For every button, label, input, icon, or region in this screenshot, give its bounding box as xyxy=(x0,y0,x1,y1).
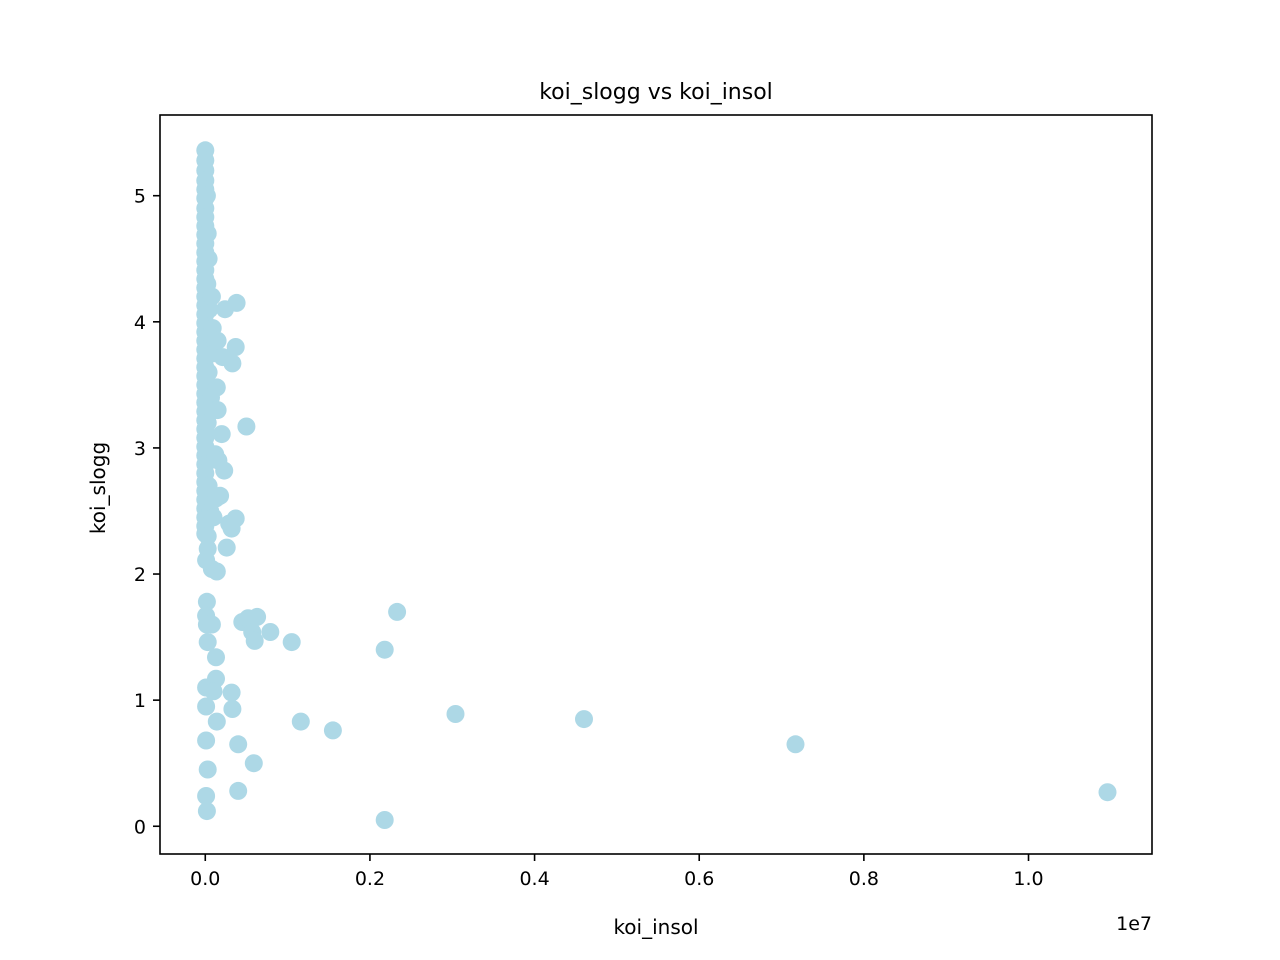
data-point xyxy=(229,781,248,800)
data-point xyxy=(197,802,216,821)
data-point xyxy=(1098,783,1117,802)
data-point xyxy=(375,640,394,659)
chart-title: koi_slogg vs koi_insol xyxy=(539,80,773,105)
data-point xyxy=(197,731,216,750)
data-point xyxy=(207,562,226,581)
x-tick-label: 0.0 xyxy=(190,868,220,890)
data-point xyxy=(207,712,226,731)
data-point xyxy=(199,249,218,268)
data-point xyxy=(446,705,465,723)
y-tick-label: 0 xyxy=(134,816,146,838)
data-point xyxy=(291,712,310,731)
data-point xyxy=(211,486,230,505)
data-point xyxy=(226,338,245,356)
x-axis-offset-text: 1e7 xyxy=(1116,913,1152,935)
data-point xyxy=(229,735,248,754)
data-point xyxy=(223,354,242,373)
data-point xyxy=(227,293,246,312)
data-point xyxy=(212,425,231,444)
data-point xyxy=(204,682,223,701)
data-point xyxy=(198,539,217,558)
data-point xyxy=(248,607,267,626)
x-tick-label: 0.6 xyxy=(684,868,714,890)
data-point xyxy=(207,648,225,667)
data-point xyxy=(244,754,263,773)
data-point xyxy=(198,224,217,243)
data-point xyxy=(237,417,256,436)
data-point xyxy=(197,592,216,611)
y-tick-label: 4 xyxy=(134,312,146,334)
data-points xyxy=(196,141,1117,829)
data-point xyxy=(575,710,593,729)
data-point xyxy=(202,615,221,634)
y-tick-label: 2 xyxy=(134,564,146,586)
plot-frame xyxy=(159,114,1153,855)
data-point xyxy=(375,811,394,829)
x-axis-ticks: 0.0 0.2 0.4 0.6 0.8 1.0 xyxy=(190,854,1044,890)
x-tick-label: 0.2 xyxy=(355,868,385,890)
data-point xyxy=(198,760,217,779)
x-tick-label: 0.4 xyxy=(519,868,549,890)
y-tick-label: 5 xyxy=(134,186,146,208)
data-point xyxy=(208,401,227,420)
data-point xyxy=(198,527,217,546)
y-axis-label: koi_slogg xyxy=(86,442,110,534)
data-point xyxy=(204,508,223,527)
data-point xyxy=(197,697,216,716)
data-point xyxy=(197,186,216,205)
data-point xyxy=(282,633,301,652)
data-point xyxy=(202,287,221,306)
data-point xyxy=(199,363,218,382)
data-point xyxy=(208,331,227,350)
data-point xyxy=(198,633,217,652)
data-point xyxy=(215,461,234,480)
y-tick-label: 3 xyxy=(134,438,146,460)
x-axis-label: koi_insol xyxy=(613,915,698,939)
x-tick-label: 0.8 xyxy=(849,868,879,890)
data-point xyxy=(786,735,805,754)
y-axis-ticks: 0 1 2 3 4 5 xyxy=(134,186,160,838)
y-tick-label: 1 xyxy=(134,690,146,712)
data-point xyxy=(323,721,342,740)
data-point xyxy=(197,787,216,805)
data-point xyxy=(226,509,245,528)
data-point xyxy=(222,683,241,702)
data-point xyxy=(223,700,242,718)
data-point xyxy=(388,602,407,621)
x-tick-label: 1.0 xyxy=(1013,868,1043,890)
data-point xyxy=(207,378,226,397)
data-point xyxy=(245,631,264,650)
data-point xyxy=(261,623,280,641)
data-point xyxy=(217,538,236,557)
